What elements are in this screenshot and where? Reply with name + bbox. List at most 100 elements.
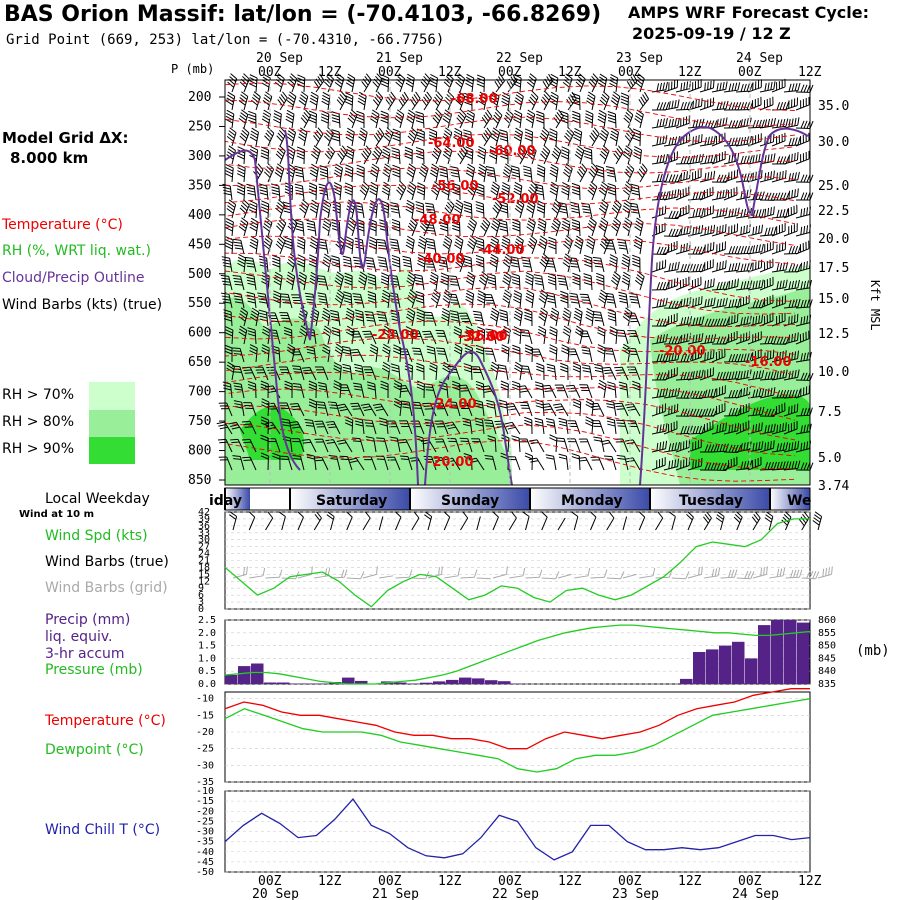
upper-air-wind-barb — [553, 403, 569, 417]
upper-air-wind-barb — [783, 82, 801, 93]
upper-air-wind-barb — [549, 344, 558, 363]
upper-air-wind-barb — [490, 181, 500, 201]
temperature-contour-line — [224, 150, 796, 174]
upper-air-wind-barb — [456, 109, 467, 129]
upper-air-wind-barb — [328, 454, 341, 471]
legend-temperature: Temperature (°C) — [2, 217, 123, 233]
wind-tick-label: 9 — [198, 583, 204, 594]
upper-air-wind-barb — [663, 210, 682, 220]
weekday-label: We — [787, 493, 811, 509]
upper-air-wind-barb — [296, 236, 306, 255]
upper-air-wind-barb — [651, 81, 668, 93]
wind-tick-label: 6 — [198, 590, 204, 601]
precip-bar — [797, 622, 810, 684]
wind-tick-label: 39 — [198, 514, 210, 525]
upper-air-wind-barb — [651, 403, 667, 417]
upper-air-wind-barb — [711, 81, 728, 93]
upper-air-wind-barb — [457, 145, 468, 165]
upper-air-wind-barb — [663, 79, 679, 93]
upper-air-wind-barb — [299, 199, 310, 219]
temperature-contour-line — [224, 235, 796, 265]
upper-air-wind-barb — [783, 97, 799, 111]
legend-wind: Wind Barbs (kts) (true) — [2, 297, 163, 313]
upper-air-wind-barb — [599, 127, 609, 147]
upper-air-wind-barb — [490, 361, 500, 381]
upper-air-wind-barb — [586, 91, 596, 111]
upper-air-wind-barb — [333, 362, 342, 381]
upper-air-wind-barb — [334, 271, 344, 291]
wind-barb-10m-true — [248, 511, 256, 531]
upper-air-wind-barb — [597, 73, 608, 93]
upper-air-wind-barb — [638, 91, 650, 111]
temperature-contour-label: -28.00 — [372, 328, 419, 343]
upper-air-wind-barb — [458, 312, 473, 327]
weekday-segment — [530, 488, 650, 510]
precip-bar — [706, 649, 719, 684]
pressure-tick-label: 855 — [818, 628, 836, 639]
upper-air-wind-barb — [583, 254, 593, 273]
upper-air-wind-barb — [723, 102, 742, 111]
upper-air-wind-barb — [723, 186, 738, 201]
upper-air-wind-barb — [607, 111, 617, 129]
height-axis: 35.0 30.0 25.0 22.5 20.0 17.5 15.0 12.5 10.0 7.5 5… — [818, 99, 849, 494]
upper-air-wind-barb — [314, 420, 329, 435]
cycle-line-1: AMPS WRF Forecast Cycle: — [628, 3, 870, 22]
upper-air-wind-barb — [558, 453, 569, 471]
wind-barb-10m-true — [812, 511, 823, 531]
upper-air-wind-barb — [390, 363, 401, 381]
precip-tick-label: 2.0 — [198, 628, 216, 639]
precip-bar — [485, 680, 498, 684]
precip-bar — [394, 682, 407, 684]
upper-air-wind-barb — [609, 326, 618, 345]
upper-air-wind-barb — [711, 348, 726, 363]
upper-air-wind-barb — [354, 363, 365, 381]
upper-air-wind-barb — [615, 419, 629, 435]
bottom-time-axis: 00Z 12Z 00Z 12Z 00Z 12Z 00Z 12Z 00Z 12Z 20 Sep 21 S… — [252, 874, 822, 900]
temperature-contour-label: -16.00 — [745, 355, 792, 370]
temperature-contour-line — [224, 218, 796, 246]
wind-tick-label: 27 — [198, 542, 210, 553]
upper-air-wind-barb — [634, 271, 645, 291]
weekday-segment — [650, 488, 770, 510]
upper-air-wind-barb — [699, 350, 715, 363]
temperature-contour-label: -52.00 — [492, 192, 539, 207]
wind-barb-10m-grid — [444, 567, 461, 579]
upper-air-wind-barb — [783, 420, 798, 435]
pressure-tick-label: 300 — [188, 149, 211, 164]
upper-air-wind-barb — [392, 344, 402, 363]
upper-air-wind-barb — [735, 386, 751, 399]
upper-air-wind-barb — [551, 217, 561, 237]
upper-air-wind-barb — [426, 345, 437, 363]
upper-air-wind-barb — [723, 456, 738, 471]
legend-rh: RH (%, WRT liq. wat.) — [2, 243, 151, 259]
upper-air-wind-barb — [489, 307, 500, 327]
upper-air-wind-barb — [477, 163, 487, 183]
upper-air-wind-barb — [663, 336, 682, 345]
temperature-contour-label: -36.00 — [461, 329, 508, 344]
upper-air-wind-barb — [759, 241, 774, 255]
upper-air-wind-barb — [481, 127, 493, 147]
upper-air-wind-barb — [699, 444, 718, 453]
upper-air-wind-barb — [549, 326, 558, 345]
upper-air-wind-barb — [248, 200, 258, 219]
upper-air-wind-barb — [545, 454, 557, 471]
upper-air-wind-barb — [556, 437, 569, 453]
precip-bar — [446, 679, 459, 684]
upper-air-wind-barb — [567, 438, 581, 453]
upper-air-wind-barb — [405, 235, 415, 255]
temperature-contour-line — [224, 337, 796, 376]
upper-air-wind-barb — [513, 307, 523, 327]
weekday-bar: iday Saturday Sunday Monday Tuesday We — [209, 487, 811, 511]
upper-air-wind-barb — [280, 293, 293, 309]
precip-bar — [420, 682, 433, 684]
upper-air-wind-barb — [530, 348, 545, 363]
upper-air-wind-barb — [447, 437, 461, 453]
upper-air-wind-barb — [622, 343, 631, 363]
legend-wind-barbs-grid: Wind Barbs (grid) — [45, 580, 168, 596]
upper-air-wind-barb — [261, 344, 270, 363]
precip-bar — [680, 678, 693, 684]
upper-air-wind-barb — [687, 153, 704, 165]
temperature-contour-line — [224, 184, 796, 205]
upper-air-wind-barb — [711, 422, 727, 435]
